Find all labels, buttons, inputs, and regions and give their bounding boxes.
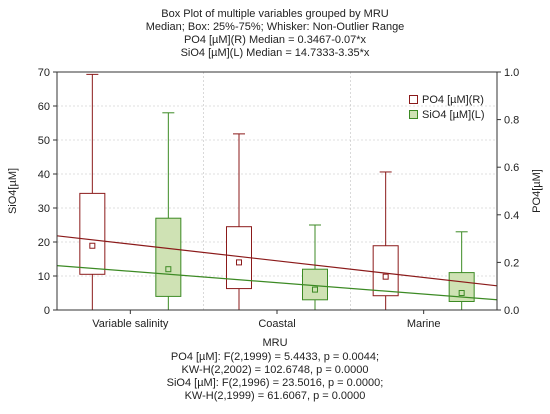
po4-median-equation: PO4 [µM](R) Median = 0.3467-0.07*x <box>183 34 367 46</box>
trend-layer <box>56 235 498 301</box>
box-sio4-1 <box>302 224 328 311</box>
box-sio4-0 <box>155 112 182 311</box>
legend-item-po4: PO4 [µM](R) <box>409 92 485 107</box>
po4-anova-stat: PO4 [µM]: F(2,1999) = 5.4433, p = 0.0044… <box>170 351 380 363</box>
legend-item-sio4: SiO4 [µM](L) <box>409 107 485 122</box>
tick-label-right: 0.8 <box>504 115 519 127</box>
box-layer <box>79 73 475 311</box>
x-axis-label: MRU <box>262 337 288 349</box>
median-marker <box>165 266 172 273</box>
tick-label-left: 30 <box>38 203 50 215</box>
trend-line-po4 <box>56 235 498 287</box>
tick-label-left: 10 <box>38 271 50 283</box>
category-label: Variable salinity <box>92 318 169 330</box>
median-marker <box>312 286 318 293</box>
tick-label-right: 1.0 <box>504 67 519 79</box>
tick-label-right: 0.0 <box>504 305 519 317</box>
box-iqr <box>79 192 106 275</box>
box-iqr <box>155 217 182 297</box>
tick-label-left: 40 <box>38 169 50 181</box>
sio4-anova-stat: SiO4 [µM]: F(2,1996) = 23.5016, p = 0.00… <box>166 377 384 389</box>
median-marker <box>458 290 465 296</box>
po4-kruskal-stat: KW-H(2,2002) = 102.6748, p = 0.0000 <box>181 364 369 376</box>
legend-swatch-sio4 <box>409 110 418 119</box>
legend: PO4 [µM](R) SiO4 [µM](L) <box>409 92 485 122</box>
tick-label-right: 0.4 <box>504 210 519 222</box>
tick-label-left: 50 <box>38 135 50 147</box>
box-iqr <box>372 245 399 297</box>
tick-label-left: 20 <box>38 237 50 249</box>
legend-label-sio4: SiO4 [µM](L) <box>422 108 485 121</box>
tick-label-left: 70 <box>38 67 50 79</box>
chart-subtitle: Median; Box: 25%-75%; Whisker: Non-Outli… <box>145 21 405 33</box>
median-marker <box>236 259 242 266</box>
sio4-median-equation: SiO4 [µM](L) Median = 14.7333-3.35*x <box>180 47 370 59</box>
trend-line-sio4 <box>56 265 498 301</box>
median-marker <box>382 273 389 280</box>
axes: 0 10 20 30 40 50 60 70 0.0 0.2 0.4 0.6 0.8 1.0 Variabl… <box>7 67 543 330</box>
category-label: Marine <box>407 318 441 330</box>
median-marker <box>89 242 96 249</box>
tick-label-left: 0 <box>44 305 50 317</box>
box-iqr <box>302 268 328 301</box>
legend-label-po4: PO4 [µM](R) <box>422 93 484 106</box>
tick-label-left: 60 <box>38 101 50 113</box>
tick-label-right: 0.6 <box>504 162 519 174</box>
tick-label-right: 0.2 <box>504 257 519 269</box>
box-po4-2 <box>372 171 399 311</box>
category-label: Coastal <box>258 318 295 330</box>
y-axis-label-right: PO4[µM] <box>531 169 543 213</box>
box-po4-1 <box>226 133 252 311</box>
chart-title: Box Plot of multiple variables grouped b… <box>161 8 389 20</box>
y-axis-label-left: SiO4[µM] <box>7 168 19 214</box>
box-po4-0 <box>79 73 106 311</box>
legend-swatch-po4 <box>409 95 418 104</box>
sio4-kruskal-stat: KW-H(2,1999) = 61.6067, p = 0.0000 <box>184 390 366 402</box>
